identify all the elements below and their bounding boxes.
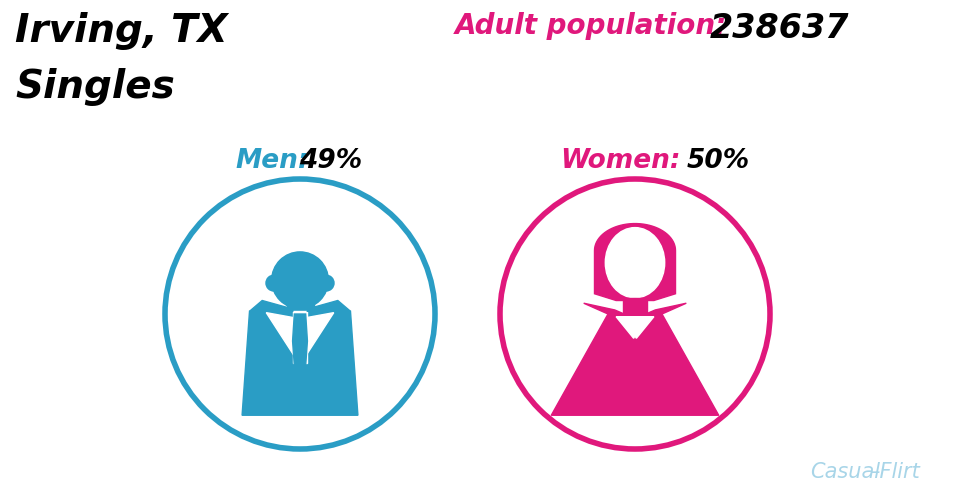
Polygon shape	[623, 298, 647, 317]
Polygon shape	[584, 304, 624, 314]
Polygon shape	[616, 317, 646, 339]
Polygon shape	[646, 304, 686, 314]
Circle shape	[266, 276, 282, 292]
Text: Casual: Casual	[810, 461, 880, 481]
Text: 49%: 49%	[299, 148, 362, 174]
Ellipse shape	[606, 228, 664, 298]
Polygon shape	[293, 312, 307, 363]
Circle shape	[272, 253, 328, 309]
Polygon shape	[250, 301, 293, 312]
FancyBboxPatch shape	[286, 302, 314, 314]
Text: Men:: Men:	[235, 148, 308, 174]
Polygon shape	[293, 314, 307, 386]
Polygon shape	[304, 313, 334, 359]
Polygon shape	[551, 314, 719, 415]
Text: Adult population:: Adult population:	[455, 12, 728, 40]
Text: Irving, TX: Irving, TX	[15, 12, 228, 50]
Polygon shape	[266, 313, 296, 359]
Polygon shape	[307, 301, 350, 312]
Text: 50%: 50%	[687, 148, 750, 174]
Text: Women:: Women:	[560, 148, 681, 174]
Polygon shape	[594, 224, 676, 301]
Text: Singles: Singles	[15, 68, 175, 106]
Circle shape	[318, 276, 334, 292]
Polygon shape	[242, 312, 358, 415]
Polygon shape	[629, 323, 641, 336]
Text: 238637: 238637	[710, 12, 850, 45]
Text: –Flirt: –Flirt	[869, 461, 920, 481]
Polygon shape	[624, 317, 654, 339]
